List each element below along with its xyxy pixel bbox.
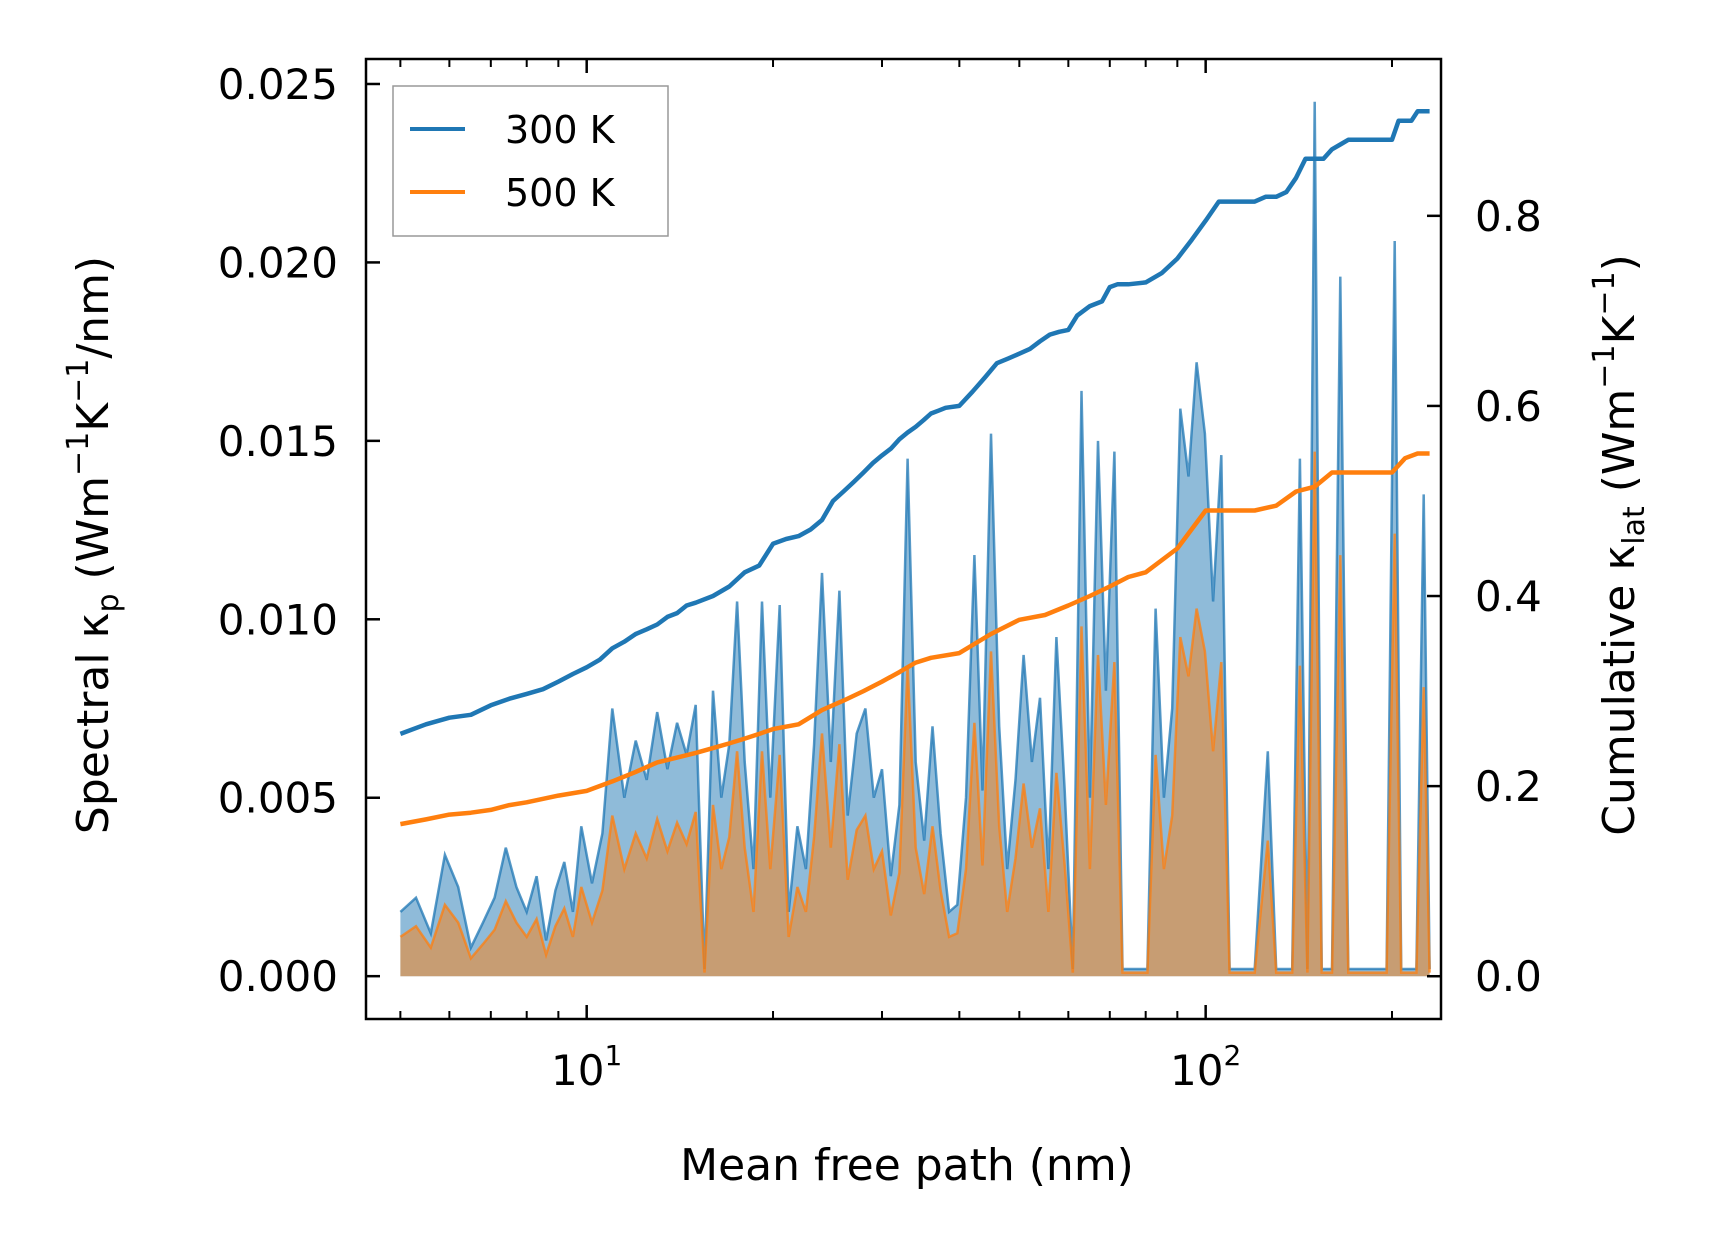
y-left-tick-label: 0.025 xyxy=(218,60,338,109)
axes xyxy=(364,57,1443,1021)
spectral-area-500k xyxy=(400,451,1430,977)
y-left-tick-label: 0.020 xyxy=(218,238,338,287)
axes-frame xyxy=(364,57,1443,1021)
y-right-tick-label: 0.4 xyxy=(1475,572,1542,621)
spectral-area-300k xyxy=(400,101,1430,977)
y-right-tick-label: 0.8 xyxy=(1475,192,1542,241)
x-axis-label: Mean free path (nm) xyxy=(680,1140,1134,1191)
y-left-tick-label: 0.000 xyxy=(218,952,338,1001)
spectral-line-300k xyxy=(399,101,1431,971)
y-right-tick-label: 0.6 xyxy=(1475,382,1542,431)
legend-frame xyxy=(392,85,669,237)
y-left-axis-label: Spectral κp (Wm−1K−1/nm) xyxy=(61,256,126,834)
plot-area xyxy=(399,101,1431,977)
spectral-line-500k xyxy=(399,451,1431,974)
cumulative-line-300k xyxy=(399,109,1430,737)
y-right-tick-label: 0.2 xyxy=(1475,762,1542,811)
x-tick-label: 102 xyxy=(1170,1039,1241,1095)
y-left-tick-label: 0.010 xyxy=(218,595,338,644)
y-left-tick-label: 0.015 xyxy=(218,417,338,466)
x-tick-label: 101 xyxy=(551,1039,622,1095)
y-right-tick-label: 0.0 xyxy=(1475,952,1542,1001)
legend-label-300k: 300 K xyxy=(505,108,616,152)
y-left-tick-label: 0.005 xyxy=(218,774,338,823)
cumulative-line-500k xyxy=(399,451,1430,827)
y-right-axis-label: Cumulative κlat (Wm−1K−1) xyxy=(1587,254,1652,836)
legend: 300 K 500 K xyxy=(392,85,669,237)
legend-label-500k: 500 K xyxy=(505,171,616,215)
